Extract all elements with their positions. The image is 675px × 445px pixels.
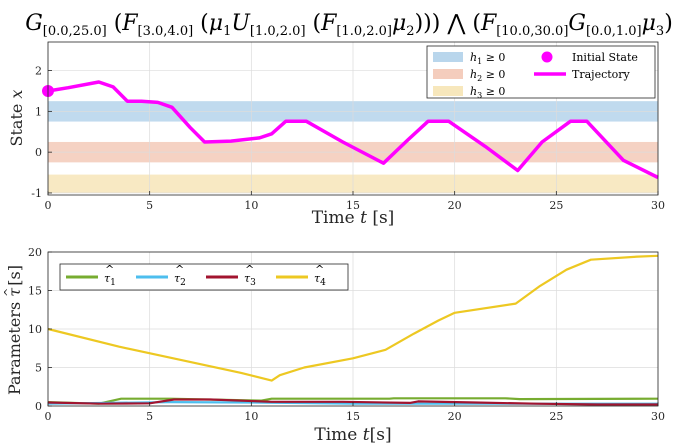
trajectory-line <box>47 80 659 180</box>
bottom-xtick-label-1: 5 <box>146 410 153 423</box>
legend-label-tau3: τ3 <box>244 272 256 288</box>
bottom-ytick-label-0: 0 <box>35 400 42 413</box>
top-chart-legend: h1 ≥ 0 h2 ≥ 0 h3 ≥ 0 Initial State Traje… <box>426 45 656 100</box>
legend-label-tau4: τ4 <box>314 272 326 288</box>
legend-label-tau1: τ1 <box>104 272 116 288</box>
bottom-chart: 0 5 10 15 20 25 30 0 5 10 15 20 Time t[s] Parameter… <box>2 246 665 445</box>
bottom-ytick-label-3: 15 <box>28 285 42 298</box>
top-chart-title: G[0.0,25.0] (F[3.0,4.0] (μ1U[1.0,2.0] (F… <box>25 11 673 39</box>
legend-label-h2: h2 ≥ 0 <box>470 68 505 83</box>
top-chart: G[0.0,25.0] (F[3.0,4.0] (μ1U[1.0,2.0] (F… <box>7 11 673 228</box>
bottom-xtick-label-6: 30 <box>651 410 665 423</box>
legend-hat-tau2: ^ <box>175 263 184 276</box>
legend-swatch-h2 <box>433 69 463 79</box>
top-xtick-label-3: 15 <box>346 199 360 212</box>
top-legend-box <box>426 45 656 99</box>
bottom-xtick-label-0: 0 <box>45 410 52 423</box>
top-xtick-label-5: 25 <box>549 199 563 212</box>
legend-hat-tau3: ^ <box>245 263 254 276</box>
top-xtick-label-1: 5 <box>146 199 153 212</box>
bottom-xtick-label-3: 15 <box>346 410 360 423</box>
top-xtick-label-6: 30 <box>651 199 665 212</box>
bottom-chart-xlabel: Time t[s] <box>314 425 391 445</box>
legend-label-tau2: τ2 <box>174 272 186 288</box>
bottom-xtick-label-2: 10 <box>244 410 258 423</box>
bottom-ytick-label-2: 10 <box>28 323 42 336</box>
legend-hat-tau1: ^ <box>105 263 114 276</box>
top-xtick-label-0: 0 <box>45 199 52 212</box>
legend-hat-tau4: ^ <box>315 263 324 276</box>
bottom-ytick-label-1: 5 <box>35 362 42 375</box>
top-chart-ylabel: State x <box>7 90 26 147</box>
bottom-xtick-label-5: 25 <box>549 410 563 423</box>
legend-label-h1: h1 ≥ 0 <box>470 51 505 66</box>
bottom-ytick-label-4: 20 <box>28 246 42 259</box>
legend-swatch-h3 <box>433 86 463 96</box>
legend-label-initial-state: Initial State <box>572 51 638 64</box>
top-xtick-label-4: 20 <box>448 199 462 212</box>
bottom-chart-ticks: 0 5 10 15 20 25 30 0 5 10 15 20 <box>28 246 665 423</box>
legend-label-h3: h3 ≥ 0 <box>470 85 505 100</box>
legend-marker-initial-state <box>541 51 553 63</box>
legend-swatch-h1 <box>433 52 463 62</box>
bottom-xtick-label-4: 20 <box>448 410 462 423</box>
top-ytick-label-2: 1 <box>35 105 42 118</box>
top-ytick-label-3: 2 <box>35 65 42 78</box>
legend-label-trajectory: Trajectory <box>572 68 631 81</box>
top-chart-xlabel: Time t [s] <box>312 208 395 228</box>
bottom-chart-ylabel: Parameters τ^[s] <box>2 265 24 395</box>
bottom-chart-legend: τ1 ^ τ2 ^ τ3 ^ τ4 ^ <box>59 263 349 291</box>
top-ytick-label-1: 0 <box>35 146 42 159</box>
series-line-tau1 <box>47 397 659 405</box>
top-xtick-label-2: 10 <box>244 199 258 212</box>
series-line-tau4 <box>47 254 659 382</box>
top-ytick-label-0: -1 <box>31 187 42 200</box>
